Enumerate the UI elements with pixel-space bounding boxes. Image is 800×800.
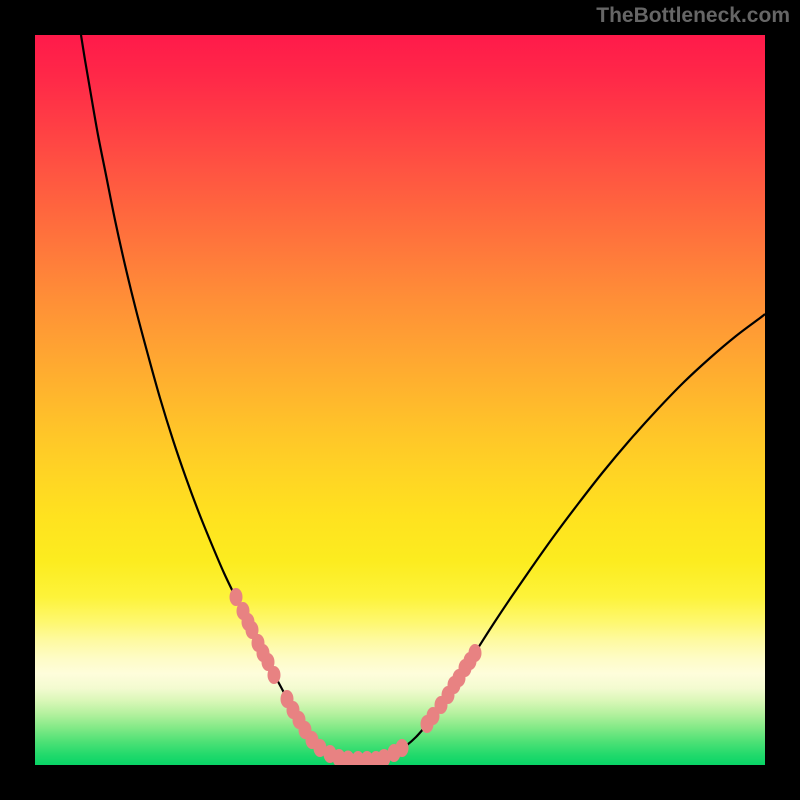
plot-area <box>35 35 765 765</box>
chart-container: TheBottleneck.com <box>0 0 800 800</box>
data-marker <box>268 666 281 684</box>
chart-svg <box>0 0 800 800</box>
data-marker <box>469 644 482 662</box>
watermark-text: TheBottleneck.com <box>596 4 790 28</box>
data-marker <box>396 739 409 757</box>
